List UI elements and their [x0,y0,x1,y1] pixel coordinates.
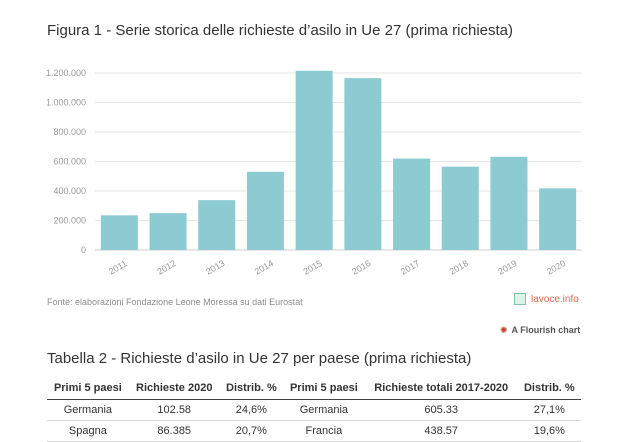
x-tick-label: 2012 [155,258,177,277]
col-header-requests-2020: Richieste 2020 [128,379,220,400]
x-tick-label: 2016 [350,258,372,277]
source-note: Fonte: elaborazioni Fondazione Leone Mor… [47,297,303,307]
table-cell: 19,6% [517,420,581,442]
table-cell: 27,1% [517,399,581,421]
table-header-row: Primi 5 paesi Richieste 2020 Distrib. % … [47,379,581,400]
table-cell: 24,6% [219,399,284,421]
y-tick-label: 1.000.000 [46,98,86,108]
x-tick-label: 2014 [253,258,275,277]
y-tick-label: 800.000 [53,127,86,137]
x-axis-ticks: 2011 2012 2013 2014 2015 2016 2017 2018 2019 2020 [107,258,567,277]
bar-2019[interactable] [490,156,528,250]
lavoce-brand-text: lavoce.info [531,293,579,305]
col-header-top5-2020: Primi 5 paesi [47,379,129,400]
table-cell: 102.58 [128,399,220,421]
flourish-credit-text: A Flourish chart [511,325,581,335]
table-cell: Germania [47,399,129,421]
x-tick-label: 2019 [496,258,518,277]
x-tick-label: 2011 [107,258,129,276]
bar-2020[interactable] [539,188,577,250]
table-title: Tabella 2 - Richieste d’asilo in Ue 27 p… [47,350,472,367]
table-cell: 20,7% [219,420,284,442]
x-tick-label: 2018 [448,258,470,277]
table-cell: Francia [283,420,365,442]
figure-title: Figura 1 - Serie storica delle richieste… [47,22,514,39]
col-header-top5-total: Primi 5 paesi [283,379,365,400]
bar-chart: 0 200.000 400.000 600.000 800.000 1.000.000 1.… [46,68,582,277]
lavoce-logo-icon [514,293,526,305]
bar-2012[interactable] [149,213,187,250]
y-tick-label: 400.000 [53,186,86,196]
flourish-credit[interactable]: ✺ A Flourish chart [500,325,580,335]
y-tick-label: 600.000 [53,157,86,167]
chart-bars [100,70,577,250]
bar-2017[interactable] [393,158,431,250]
y-tick-label: 200.000 [53,216,86,226]
col-header-share-total: Distrib. % [517,379,581,400]
bar-2018[interactable] [441,166,479,250]
bar-2013[interactable] [198,200,236,250]
y-tick-label: 0 [81,245,86,255]
x-tick-label: 2020 [545,258,567,277]
x-tick-label: 2017 [399,258,421,277]
table-cell: 438.57 [364,420,518,442]
table-row: Germania 102.58 24,6% Germania 605.33 27… [47,399,581,421]
bar-2011[interactable] [100,215,138,250]
table-cell: Spagna [47,420,129,442]
y-tick-label: 1.200.000 [46,68,86,78]
bar-2016[interactable] [344,78,382,250]
table-row: Spagna 86.385 20,7% Francia 438.57 19,6% [47,420,581,442]
bar-2014[interactable] [246,171,284,250]
col-header-requests-total: Richieste totali 2017-2020 [364,379,518,400]
x-tick-label: 2015 [301,258,323,277]
y-axis-ticks: 0 200.000 400.000 600.000 800.000 1.000.000 1.… [46,68,86,255]
lavoce-brand[interactable]: lavoce.info [514,293,579,305]
bar-2015[interactable] [295,70,333,250]
flourish-logo-icon: ✺ [500,324,508,335]
table-cell: 86.385 [128,420,220,442]
table-cell: 605.33 [364,399,518,421]
col-header-share-2020: Distrib. % [219,379,284,400]
asylum-requests-table: Primi 5 paesi Richieste 2020 Distrib. % … [47,379,581,442]
x-tick-label: 2013 [204,258,226,277]
table-cell: Germania [283,399,365,421]
